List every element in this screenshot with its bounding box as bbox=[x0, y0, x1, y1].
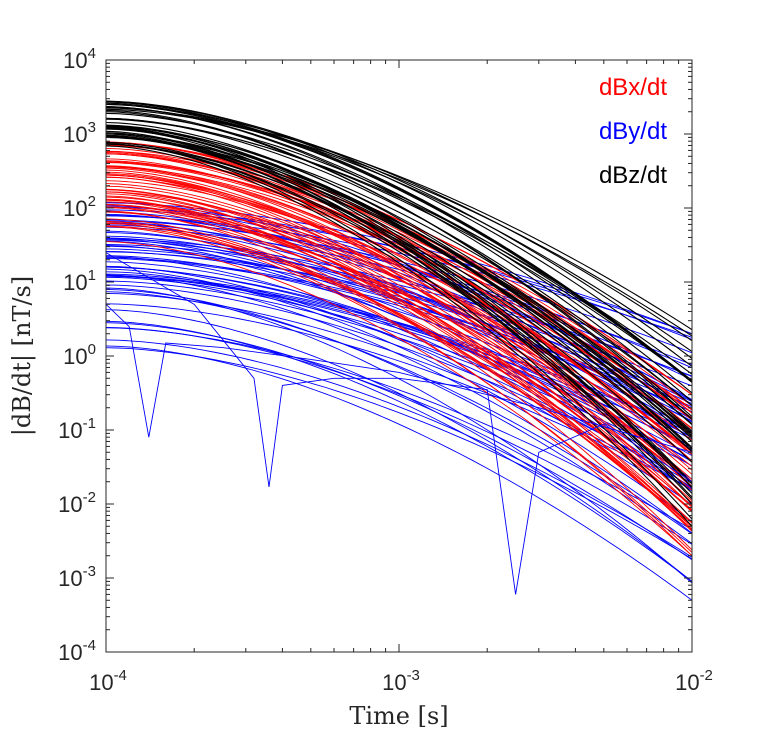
x-tick-label: 10-2 bbox=[675, 667, 713, 695]
y-tick-label: 10-4 bbox=[58, 637, 96, 665]
series-line-dbxdt bbox=[106, 153, 692, 421]
series-line-dbxdt bbox=[106, 218, 692, 530]
y-tick-label: 101 bbox=[63, 267, 96, 295]
series-line-dbzdt bbox=[106, 100, 692, 359]
series-line-dbxdt bbox=[106, 199, 692, 513]
series-line-dbzdt bbox=[106, 109, 692, 420]
series-line-dbydt bbox=[106, 303, 692, 490]
series-line-dbydt bbox=[106, 339, 692, 558]
series-line-dbxdt bbox=[106, 176, 692, 462]
series-line-dbydt bbox=[106, 347, 692, 560]
series-line-dbxdt bbox=[106, 241, 692, 557]
y-tick-label: 102 bbox=[63, 193, 96, 221]
y-tick-label: 103 bbox=[63, 119, 96, 147]
series-line-dbydt bbox=[106, 252, 692, 595]
series-line-dbydt bbox=[106, 345, 692, 601]
series-line-dbzdt bbox=[106, 108, 692, 337]
series-line-dbxdt bbox=[106, 206, 692, 483]
series-line-dbydt bbox=[106, 215, 692, 338]
series-line-dbydt bbox=[106, 288, 692, 544]
series-line-dbydt bbox=[106, 275, 692, 447]
legend-entry: dBy/dt bbox=[599, 118, 667, 145]
series-line-dbzdt bbox=[106, 103, 692, 383]
series-line-dbzdt bbox=[106, 145, 692, 527]
series-line-dbydt bbox=[106, 284, 692, 484]
x-axis-label: Time [s] bbox=[349, 702, 448, 730]
tick-marks bbox=[105, 59, 693, 653]
series-line-dbzdt bbox=[106, 117, 692, 407]
series-line-dbydt bbox=[106, 276, 692, 461]
legend-entry: dBz/dt bbox=[599, 162, 667, 189]
series-line-dbxdt bbox=[106, 225, 692, 511]
series-line-dbxdt bbox=[106, 150, 692, 449]
y-tick-labels: 10-4 10-3 10-2 10-1 100 101 102 103 104 bbox=[58, 45, 96, 665]
series-line-dbzdt bbox=[106, 125, 692, 406]
y-axis-label: |dB/dt| [nT/s] bbox=[8, 276, 37, 437]
series-line-dbxdt bbox=[106, 174, 692, 453]
series-line-dbxdt bbox=[106, 162, 692, 432]
series-line-dbzdt bbox=[106, 128, 692, 432]
series-line-dbydt bbox=[106, 322, 692, 561]
series-line-dbzdt bbox=[106, 127, 692, 488]
series-line-dbydt bbox=[106, 303, 692, 453]
series-line-dbydt bbox=[106, 309, 692, 582]
series-line-dbydt bbox=[106, 326, 692, 545]
series-line-dbzdt bbox=[106, 143, 692, 520]
y-tick-label: 10-3 bbox=[58, 563, 96, 591]
series-line-dbzdt bbox=[106, 136, 692, 452]
series-line-dbzdt bbox=[106, 135, 692, 438]
y-tick-label: 10-1 bbox=[58, 415, 96, 443]
series-line-dbydt bbox=[106, 238, 692, 378]
series-line-dbzdt bbox=[106, 141, 692, 463]
series-line-dbxdt bbox=[106, 226, 692, 553]
series-line-dbxdt bbox=[106, 189, 692, 482]
series-line-dbxdt bbox=[106, 210, 692, 551]
series-line-dbxdt bbox=[106, 203, 692, 491]
series-line-dbydt bbox=[106, 291, 692, 535]
series-line-dbxdt bbox=[106, 189, 692, 512]
legend-entry: dBx/dt bbox=[599, 74, 667, 101]
x-tick-label: 10-3 bbox=[382, 667, 420, 695]
y-tick-label: 100 bbox=[63, 341, 96, 369]
series-line-dbxdt bbox=[106, 191, 692, 456]
series-line-dbzdt bbox=[106, 143, 692, 494]
series-line-dbxdt bbox=[106, 153, 692, 411]
y-tick-label: 104 bbox=[63, 45, 96, 73]
series-line-dbydt bbox=[106, 268, 692, 522]
series-line-dbzdt bbox=[106, 125, 692, 450]
series-lines bbox=[106, 100, 692, 601]
series-line-dbydt bbox=[106, 274, 692, 534]
x-tick-label: 10-4 bbox=[89, 667, 127, 695]
series-line-dbxdt bbox=[106, 201, 692, 523]
x-tick-labels: 10-4 10-3 10-2 bbox=[89, 667, 713, 695]
series-line-dbxdt bbox=[106, 222, 692, 557]
series-line-dbydt bbox=[106, 287, 692, 584]
series-line-dbxdt bbox=[106, 207, 692, 527]
series-line-dbxdt bbox=[106, 141, 692, 396]
legend: dBx/dt dBy/dt dBz/dt bbox=[599, 74, 667, 189]
series-line-dbzdt bbox=[106, 118, 692, 375]
series-line-dbxdt bbox=[106, 174, 692, 504]
y-tick-label: 10-2 bbox=[58, 489, 96, 517]
series-line-dbzdt bbox=[106, 102, 692, 382]
series-line-dbxdt bbox=[106, 211, 692, 507]
series-line-dbzdt bbox=[106, 100, 692, 367]
series-line-dbzdt bbox=[106, 134, 692, 500]
series-line-dbzdt bbox=[106, 135, 692, 420]
